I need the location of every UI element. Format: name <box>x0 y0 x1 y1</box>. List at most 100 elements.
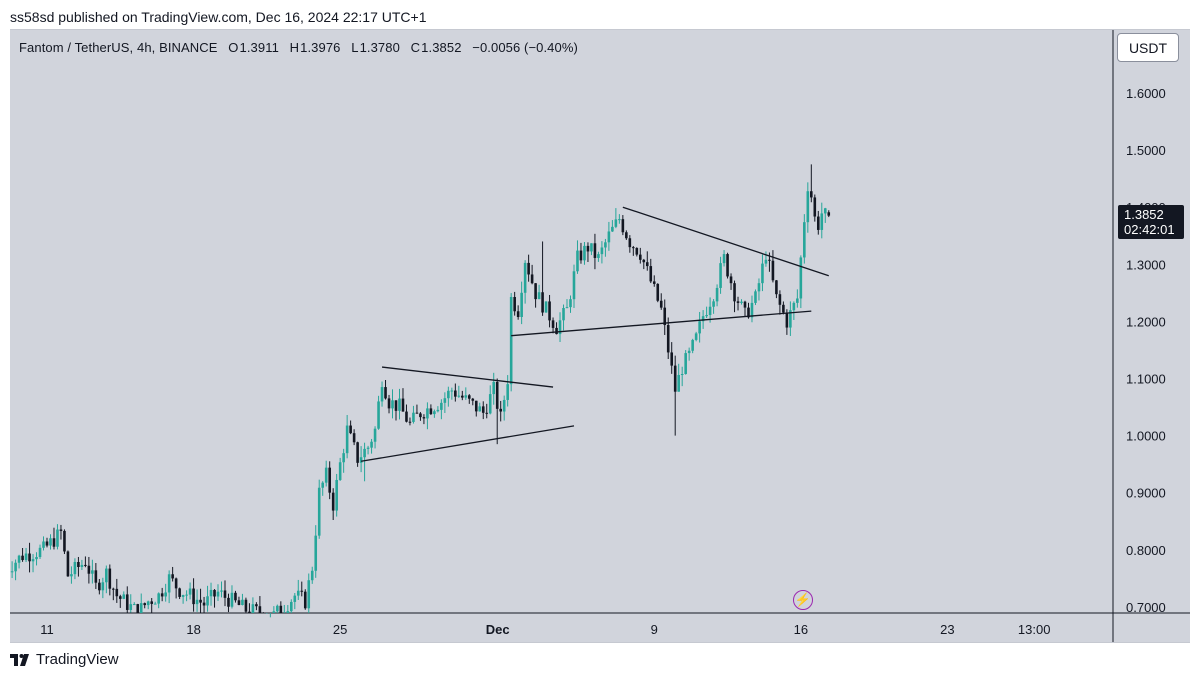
candle-body <box>276 605 279 612</box>
candle-body <box>652 281 656 284</box>
candle-body <box>796 298 799 303</box>
candle-body <box>457 395 461 397</box>
candle-body <box>478 406 482 412</box>
candle-body <box>485 412 489 414</box>
candle-body <box>206 596 209 606</box>
candle-body <box>387 398 391 409</box>
candle-body <box>537 292 541 300</box>
candle-body <box>792 302 796 311</box>
candle-body <box>118 596 122 599</box>
candle-body <box>370 441 373 448</box>
candle-body <box>35 557 38 560</box>
candle-body <box>600 247 604 255</box>
candle-body <box>359 457 363 463</box>
candle-body <box>481 406 485 413</box>
candle-body <box>687 350 691 354</box>
y-tick-label: 0.8000 <box>1126 543 1166 558</box>
candle-body <box>757 283 761 292</box>
trendline-triangle-upper <box>381 366 554 388</box>
candle-body <box>153 603 157 605</box>
candle-body <box>621 219 625 233</box>
candle-body <box>663 307 667 326</box>
candle-body <box>551 320 555 328</box>
candle-body <box>160 593 164 597</box>
candle-body <box>604 242 607 248</box>
candle-body <box>28 553 31 562</box>
candle-body <box>42 541 45 548</box>
candle-body <box>45 541 49 546</box>
candle-body <box>544 301 548 313</box>
change-value: −0.0056 (−0.40%) <box>472 40 578 55</box>
candle-body <box>464 395 468 398</box>
candle-body <box>558 320 562 335</box>
flash-icon[interactable]: ⚡ <box>793 590 813 610</box>
candle-body <box>649 266 653 282</box>
candle-body <box>701 316 705 322</box>
candle-body <box>673 365 677 392</box>
candle-body <box>461 395 464 398</box>
candle-body <box>530 274 534 284</box>
candle-body <box>722 254 726 264</box>
brand-name: TradingView <box>36 651 119 668</box>
trendline-wedge-lower <box>511 310 812 337</box>
close-value: 1.3852 <box>421 40 462 55</box>
candle-body <box>541 292 544 313</box>
candlestick-chart[interactable]: 1.60001.50001.40001.30001.20001.10001.00… <box>10 30 1190 642</box>
candle-body <box>740 301 743 303</box>
candle-body <box>356 442 359 463</box>
candle-body <box>171 574 174 579</box>
candle-body <box>143 603 147 606</box>
candle-body <box>583 245 586 261</box>
candle-body <box>10 571 14 573</box>
candle-body <box>433 411 436 415</box>
chart-pane[interactable]: 1.60001.50001.40001.30001.20001.10001.00… <box>10 29 1190 643</box>
currency-button[interactable]: USDT <box>1117 33 1179 62</box>
candle-body <box>419 413 422 418</box>
candle-body <box>443 398 447 403</box>
candle-body <box>220 590 223 592</box>
candle-body <box>785 312 789 328</box>
symbol-header: Fantom / TetherUS, 4h, BINANCE O1.3911 H… <box>19 40 578 55</box>
candle-body <box>611 226 614 232</box>
candle-body <box>447 390 450 399</box>
candle-body <box>98 582 101 591</box>
candle-body <box>248 611 251 613</box>
low-label: L <box>351 40 359 55</box>
last-price-label: 1.3852 02:42:01 <box>1118 205 1184 239</box>
candle-body <box>803 222 806 258</box>
candle-body <box>712 301 715 307</box>
candle-body <box>321 482 325 488</box>
candle-body <box>328 467 331 493</box>
low-value: 1.3780 <box>359 40 400 55</box>
candle-body <box>820 213 824 230</box>
published-info: ss58sd published on TradingView.com, Dec… <box>10 9 427 25</box>
candle-body <box>729 276 733 284</box>
candle-body <box>108 568 112 589</box>
candle-body <box>708 306 712 316</box>
candle-body <box>513 297 516 312</box>
candle-body <box>509 297 513 385</box>
x-tick-label: 25 <box>333 622 347 637</box>
y-tick-label: 1.6000 <box>1126 86 1166 101</box>
candle-body <box>659 300 663 308</box>
candle-body <box>366 447 370 449</box>
candle-body <box>499 408 502 412</box>
candle-body <box>694 333 698 340</box>
candle-body <box>816 216 820 230</box>
candle-body <box>241 599 244 605</box>
candle-body <box>628 238 632 248</box>
candle-body <box>21 555 24 561</box>
candle-body <box>579 250 583 261</box>
candle-body <box>14 562 17 572</box>
candle-body <box>782 304 785 313</box>
candle-body <box>394 400 398 411</box>
y-tick-label: 1.0000 <box>1126 429 1166 444</box>
candle-body <box>202 602 206 606</box>
candle-body <box>488 394 492 414</box>
candle-body <box>286 611 290 613</box>
bar-countdown: 02:42:01 <box>1124 222 1175 237</box>
candle-body <box>296 590 300 596</box>
candle-body <box>632 247 635 249</box>
x-tick-label: 9 <box>651 622 658 637</box>
candle-body <box>827 212 831 216</box>
